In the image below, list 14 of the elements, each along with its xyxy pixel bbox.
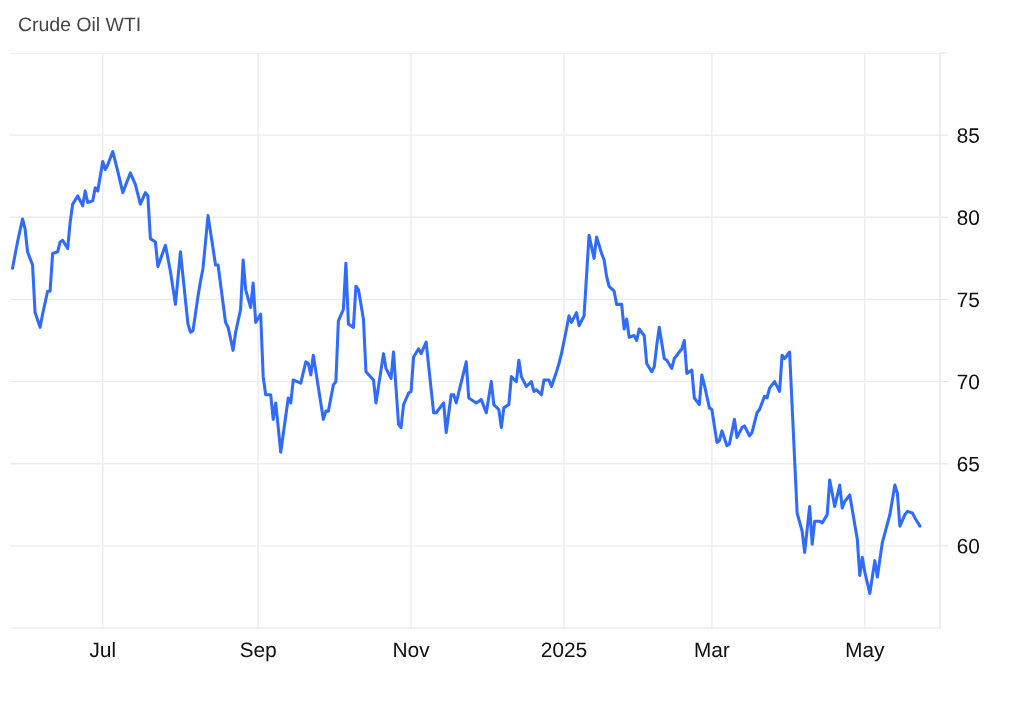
y-tick-label: 60	[957, 538, 980, 554]
y-tick-label: 85	[957, 128, 979, 143]
x-tick-label: Jul	[89, 641, 115, 658]
y-tick-label: 80	[957, 210, 980, 226]
chart-title: Crude Oil WTI	[18, 16, 140, 32]
x-tick-label: Mar	[695, 642, 730, 658]
x-tick-label: Sep	[240, 642, 276, 662]
line-series	[10, 150, 922, 596]
y-tick-label: 70	[957, 374, 980, 390]
y-tick-label: 65	[957, 456, 979, 472]
x-tick-label: May	[846, 642, 885, 662]
y-tick-label: 75	[957, 292, 979, 308]
x-tick-label: 2025	[541, 642, 587, 658]
x-tick-label: Nov	[394, 642, 430, 658]
